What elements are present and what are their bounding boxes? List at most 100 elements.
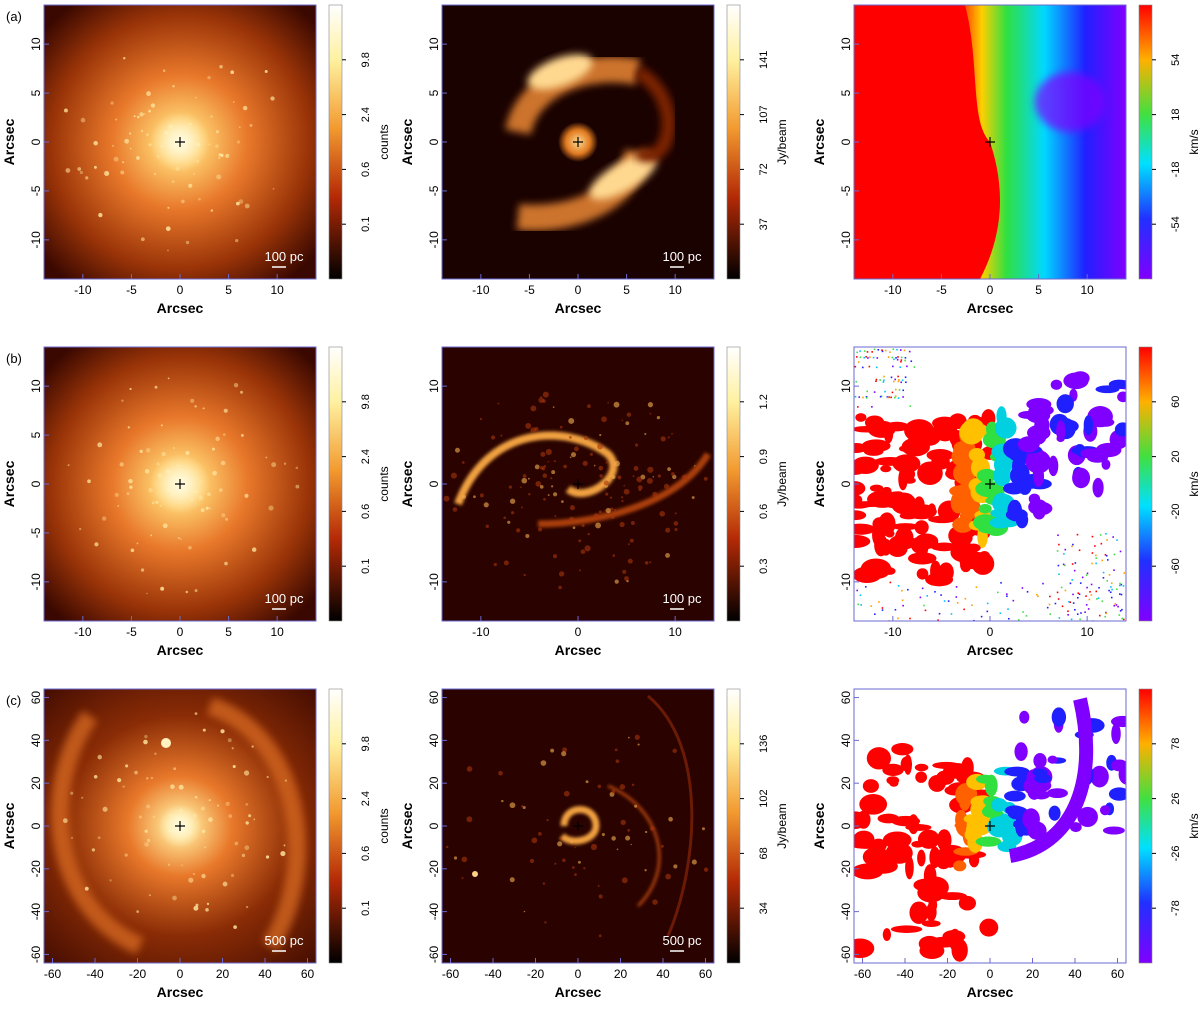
y-axis-label: Arcsec [811, 802, 827, 849]
colorbar [328, 346, 343, 622]
x-tick-label: 10 [668, 283, 682, 297]
colorbar-tick-label: 107 [758, 105, 770, 123]
center-cross-icon [985, 821, 995, 831]
y-tick-label: -5 [839, 185, 853, 196]
y-tick-label: 10 [427, 379, 441, 393]
x-tick-label: -5 [524, 283, 535, 297]
y-tick-label: 0 [29, 822, 43, 829]
colorbar-label: km/s [1187, 471, 1200, 496]
center-cross-icon [573, 821, 583, 831]
colorbar-tick-label: 0.6 [360, 846, 372, 861]
x-tick-label: -5 [126, 283, 137, 297]
x-tick-label: -5 [936, 283, 947, 297]
colorbar-label: Jy/beam [775, 461, 789, 506]
x-axis-label: Arcsec [157, 642, 204, 658]
colorbar-tick-label: 2.4 [360, 107, 372, 122]
row-label: (a) [6, 9, 22, 24]
scale-bar-label: 500 pc [662, 933, 702, 948]
colorbar-tick-label: 34 [758, 902, 770, 914]
colorbar-tick-label: 37 [758, 218, 770, 230]
x-tick-label: -20 [527, 967, 545, 981]
x-tick-label: -40 [484, 967, 502, 981]
colorbar [726, 688, 741, 964]
center-cross-icon [175, 821, 185, 831]
x-tick-label: 60 [699, 967, 713, 981]
y-tick-label: -10 [839, 573, 853, 591]
y-tick-label: 40 [427, 733, 441, 747]
colorbar-tick-label: -54 [1170, 216, 1182, 232]
colorbar-tick-label: -26 [1170, 845, 1182, 861]
x-tick-label: 0 [177, 625, 184, 639]
x-tick-label: -40 [896, 967, 914, 981]
y-tick-label: 60 [839, 691, 853, 705]
colorbar-tick-label: -78 [1170, 900, 1182, 916]
colorbar [726, 4, 741, 280]
x-axis-label: Arcsec [157, 984, 204, 1000]
y-tick-label: -10 [427, 573, 441, 591]
y-tick-label: 10 [29, 37, 43, 51]
x-tick-label: -20 [129, 967, 147, 981]
colorbar-tick-label: 0.9 [758, 449, 770, 464]
x-axis-label: Arcsec [967, 642, 1014, 658]
x-tick-label: 0 [575, 283, 582, 297]
y-tick-label: 10 [29, 379, 43, 393]
x-tick-label: -5 [126, 625, 137, 639]
x-tick-label: 0 [177, 967, 184, 981]
colorbar-tick-label: 78 [1170, 738, 1182, 750]
y-tick-label: 0 [427, 480, 441, 487]
x-tick-label: -10 [472, 283, 490, 297]
colorbar-tick-label: 2.4 [360, 449, 372, 464]
colorbar-tick-label: 26 [1170, 792, 1182, 804]
x-tick-label: 10 [270, 283, 284, 297]
y-tick-label: -5 [427, 185, 441, 196]
y-axis-label: Arcsec [399, 460, 415, 507]
colorbar [1138, 4, 1153, 280]
y-tick-label: 0 [29, 138, 43, 145]
colorbar-tick-label: -18 [1170, 161, 1182, 177]
x-axis-label: Arcsec [967, 984, 1014, 1000]
colorbar-tick-label: 136 [758, 735, 770, 753]
x-tick-label: -60 [442, 967, 460, 981]
colorbar-tick-label: -60 [1170, 558, 1182, 574]
center-cross-icon [175, 137, 185, 147]
colorbar [726, 346, 741, 622]
y-tick-label: 10 [839, 37, 853, 51]
y-tick-label: 0 [839, 822, 853, 829]
y-tick-label: 0 [29, 480, 43, 487]
y-tick-label: -60 [29, 945, 43, 963]
x-tick-label: 0 [177, 283, 184, 297]
colorbar-tick-label: 20 [1170, 450, 1182, 462]
colorbar-tick-label: 18 [1170, 108, 1182, 120]
x-tick-label: 5 [623, 283, 630, 297]
center-cross-icon [985, 137, 995, 147]
colorbar-tick-label: 0.6 [360, 504, 372, 519]
y-tick-label: -20 [839, 860, 853, 878]
y-axis-label: Arcsec [1, 802, 17, 849]
x-tick-label: 0 [987, 625, 994, 639]
colorbar-tick-label: 141 [758, 51, 770, 69]
colorbar-tick-label: 102 [758, 789, 770, 807]
y-tick-label: -10 [29, 231, 43, 249]
center-cross-icon [175, 479, 185, 489]
panel-optical-2 [44, 347, 316, 621]
x-tick-label: 0 [987, 967, 994, 981]
colorbar-label: Jy/beam [775, 119, 789, 164]
x-tick-label: 60 [1111, 967, 1125, 981]
y-tick-label: -40 [29, 903, 43, 921]
panel-velocity-2 [854, 347, 1126, 621]
scale-bar-label: 100 pc [264, 249, 304, 264]
y-axis-label: Arcsec [811, 460, 827, 507]
x-tick-label: 40 [1068, 967, 1082, 981]
x-tick-label: -20 [939, 967, 957, 981]
x-tick-label: 10 [270, 625, 284, 639]
row-label: (b) [6, 351, 22, 366]
colorbar-tick-label: 1.2 [758, 394, 770, 409]
colorbar [1138, 688, 1153, 964]
colorbar [328, 4, 343, 280]
colorbar-tick-label: 9.8 [360, 52, 372, 67]
colorbar-label: km/s [1187, 813, 1200, 838]
x-tick-label: -10 [884, 625, 902, 639]
colorbar-tick-label: 72 [758, 163, 770, 175]
x-axis-label: Arcsec [157, 300, 204, 316]
colorbar-label: counts [377, 808, 391, 843]
